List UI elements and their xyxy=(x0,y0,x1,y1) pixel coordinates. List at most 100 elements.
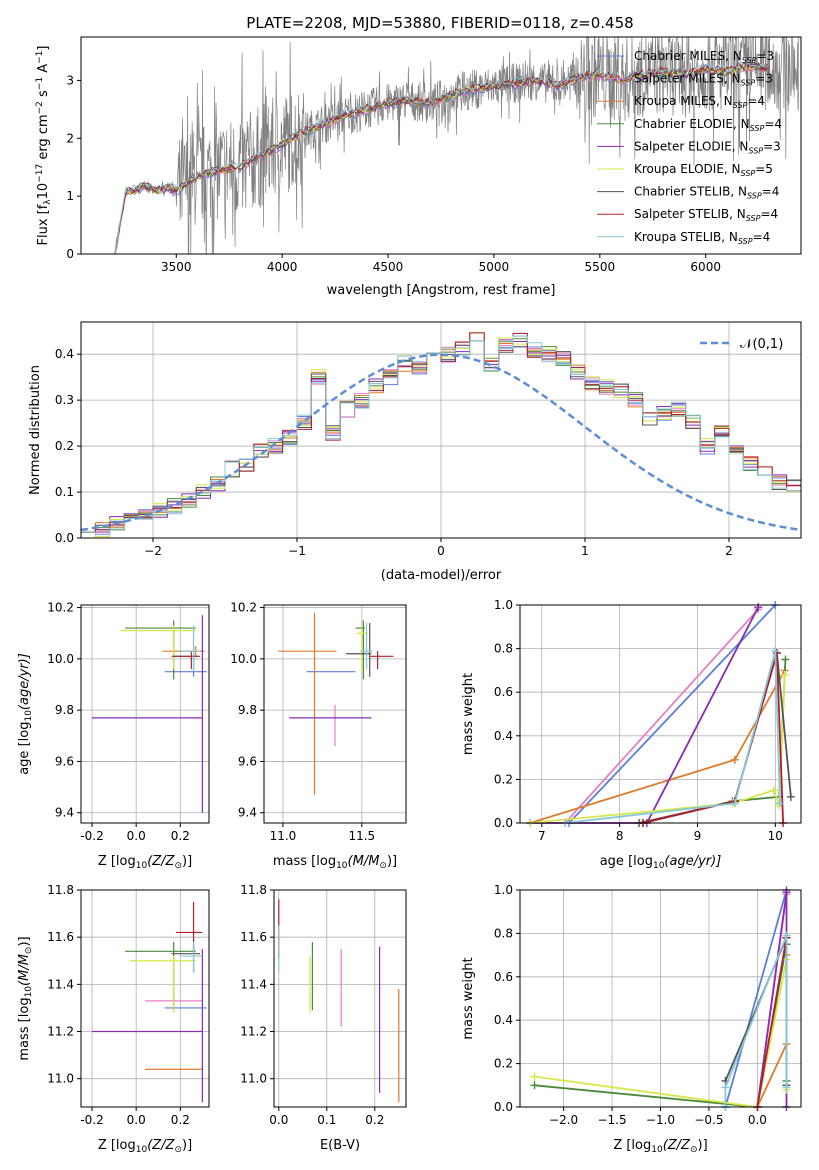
label-part: SSP xyxy=(742,56,757,65)
label-part: =3 xyxy=(755,72,773,86)
label-part: =5 xyxy=(755,162,773,176)
y-tick-label: 0.4 xyxy=(494,1013,513,1027)
y-tick-label: 9.4 xyxy=(238,806,257,820)
legend-entry: Salpeter STELIB, NSSP=4 xyxy=(634,207,778,223)
weight-line xyxy=(724,889,788,1108)
x-tick-label: 5000 xyxy=(479,260,510,274)
figure-title: PLATE=2208, MJD=53880, FIBERID=0118, z=0… xyxy=(246,14,633,32)
axes-frame xyxy=(519,604,802,824)
residuals-panel: −2 −1 0 1 2 0.0 0.1 0.2 0.3 0.4 𝒩(0,1) (data-model)… xyxy=(28,321,802,583)
y-tick-label: 0.0 xyxy=(494,816,513,830)
residual-histogram xyxy=(81,332,801,533)
weight-marker xyxy=(730,755,739,764)
x-axis-label: mass [log10(M/M⊙)] xyxy=(273,854,397,871)
label-part: SSP xyxy=(741,169,756,178)
x-tick-label: 0.0 xyxy=(127,1113,146,1127)
label-part: ⊙ xyxy=(379,861,387,871)
normal-distribution-curve xyxy=(80,353,802,532)
label-part: Kroupa MILES, N xyxy=(634,94,733,108)
label-part: (Z/Z xyxy=(147,1138,175,1153)
x-tick-label: 11.0 xyxy=(270,829,297,843)
legend-entry: Chabrier MILES, NSSP=3 xyxy=(634,49,774,65)
x-tick-label: 6000 xyxy=(690,260,721,274)
mass-vs-ebv-panel: 0.0 0.1 0.2 11.0 11.2 11.4 11.6 11.8 E(B-V) xyxy=(240,883,407,1153)
label-part: (Z/Z xyxy=(147,854,175,869)
label-part: SSP xyxy=(748,146,763,155)
weight-marker xyxy=(730,799,739,808)
weight-marker xyxy=(530,1081,539,1090)
label-part: =4 xyxy=(762,185,780,199)
label-part: =4 xyxy=(764,117,782,131)
y-tick-label: 11.2 xyxy=(47,1025,74,1039)
weight-marker xyxy=(780,670,789,679)
x-tick-label: 0.0 xyxy=(748,1113,767,1127)
label-part: erg cm xyxy=(36,114,51,163)
x-tick-label: 0.0 xyxy=(127,829,146,843)
y-tick-label: 0.0 xyxy=(494,1100,513,1114)
x-tick-label: −2.0 xyxy=(549,1113,578,1127)
y-tick-label: 0.2 xyxy=(494,1057,513,1071)
label-part: mass [log xyxy=(273,854,336,869)
model-spectrum-line xyxy=(114,61,770,254)
x-axis-label: Z [log10(Z/Z⊙)] xyxy=(98,854,192,871)
label-part: Z [log xyxy=(98,854,136,869)
label-part: =4 xyxy=(753,230,771,244)
weight-line xyxy=(724,935,788,1107)
weight-marker xyxy=(530,1072,539,1081)
mass-vs-metallicity-panel: -0.2 0.0 0.211.011.211.411.611.8Z [log10(Z… xyxy=(17,883,210,1155)
label-part: =4 xyxy=(760,207,778,221)
x-axis-label: Z [log10(Z/Z⊙)] xyxy=(613,1138,707,1155)
y-tick-label: 1 xyxy=(66,189,74,203)
weight-line xyxy=(568,604,776,824)
model-spectrum-line xyxy=(114,60,770,254)
weight-marker xyxy=(781,655,790,664)
x-tick-label: −0.5 xyxy=(694,1113,723,1127)
label-part: −17 xyxy=(35,164,45,183)
y-tick-label: 1.0 xyxy=(494,883,513,897)
label-part: Flux [f xyxy=(36,204,51,245)
y-axis-label: mass [log10(M/M⊙)] xyxy=(17,936,34,1060)
label-part: )] xyxy=(182,854,192,869)
x-axis-label: E(B-V) xyxy=(320,1138,360,1153)
label-part: Salpeter STELIB, N xyxy=(634,207,746,221)
residual-histogram xyxy=(81,335,801,533)
y-tick-label: 1.0 xyxy=(494,598,513,612)
x-tick-label: 9 xyxy=(694,829,702,843)
legend-entry: Kroupa MILES, NSSP=4 xyxy=(634,94,765,110)
y-tick-label: 0.1 xyxy=(55,485,74,499)
x-tick-label: 4000 xyxy=(267,260,298,274)
label-part: )] xyxy=(182,1138,192,1153)
y-tick-label: 11.6 xyxy=(240,930,267,944)
label-part: Salpeter ELODIE, N xyxy=(634,139,748,153)
label-part: age [log xyxy=(600,854,653,869)
legend-entry: Chabrier STELIB, NSSP=4 xyxy=(634,185,779,201)
label-part: SSP xyxy=(747,192,762,201)
label-part: Chabrier STELIB, N xyxy=(634,185,747,199)
label-part: s xyxy=(36,90,51,101)
label-part: SSP xyxy=(738,237,753,246)
legend-entry: Chabrier ELODIE, NSSP=4 xyxy=(634,117,782,133)
y-tick-label: 0.8 xyxy=(494,642,513,656)
label-part: −1 xyxy=(35,77,45,90)
y-tick-label: 11.0 xyxy=(47,1072,74,1086)
label-part: Salpeter MILES, N xyxy=(634,72,741,86)
weight-line xyxy=(564,608,759,824)
label-part: =3 xyxy=(756,49,774,63)
label-part: ] xyxy=(36,46,51,51)
x-tick-label: 7 xyxy=(538,829,546,843)
label-part: Kroupa STELIB, N xyxy=(634,230,738,244)
legend-entry: 𝒩(0,1) xyxy=(740,337,783,352)
y-tick-label: 11.8 xyxy=(47,883,74,897)
x-tick-label: 0.0 xyxy=(269,1113,288,1127)
axes-frame xyxy=(519,889,802,1108)
y-tick-label: 9.8 xyxy=(55,703,74,717)
label-part: 10 xyxy=(136,861,148,871)
x-tick-label: 2 xyxy=(725,544,733,558)
label-part: ⊙ xyxy=(690,1145,698,1155)
x-axis-label: (data-model)/error xyxy=(381,568,502,583)
label-part: (M/M xyxy=(17,954,32,986)
label-part: (age/yr)] xyxy=(17,653,32,710)
label-part: Kroupa ELODIE, N xyxy=(634,162,741,176)
label-part: −2 xyxy=(35,101,45,114)
x-tick-label: -0.2 xyxy=(80,829,103,843)
